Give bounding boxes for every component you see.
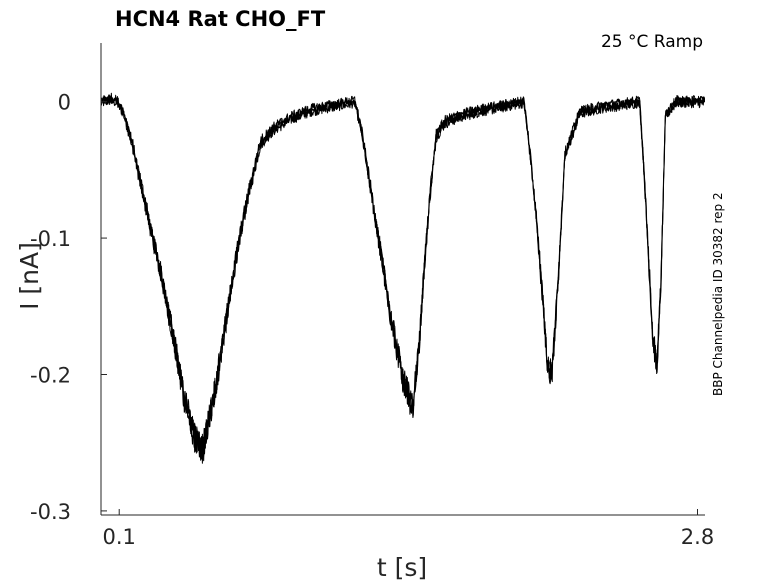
current-trace-line xyxy=(101,97,705,464)
current-trace-line xyxy=(101,95,705,461)
plot-area xyxy=(101,92,705,464)
channelpedia-id-label: BBP Channelpedia ID 30382 rep 2 xyxy=(711,192,725,396)
y-axis-label: I [nA] xyxy=(15,242,44,310)
x-tick-label: 0.1 xyxy=(103,525,136,549)
chart-title: HCN4 Rat CHO_FT xyxy=(115,7,326,31)
current-traces xyxy=(101,92,705,464)
x-tick-label: 2.8 xyxy=(681,525,714,549)
y-tick-label: -0.2 xyxy=(30,363,71,387)
y-ticks: 0 -0.1 -0.2 -0.3 xyxy=(30,91,107,524)
current-trace-line xyxy=(101,92,705,461)
y-tick-label: -0.3 xyxy=(30,500,71,524)
y-tick-label: -0.1 xyxy=(30,227,71,251)
x-ticks: 0.1 2.8 xyxy=(103,509,714,549)
x-axis-label: t [s] xyxy=(377,553,427,582)
y-tick-label: 0 xyxy=(58,91,71,115)
axes xyxy=(100,43,705,516)
condition-annotation: 25 °C Ramp xyxy=(601,32,703,52)
